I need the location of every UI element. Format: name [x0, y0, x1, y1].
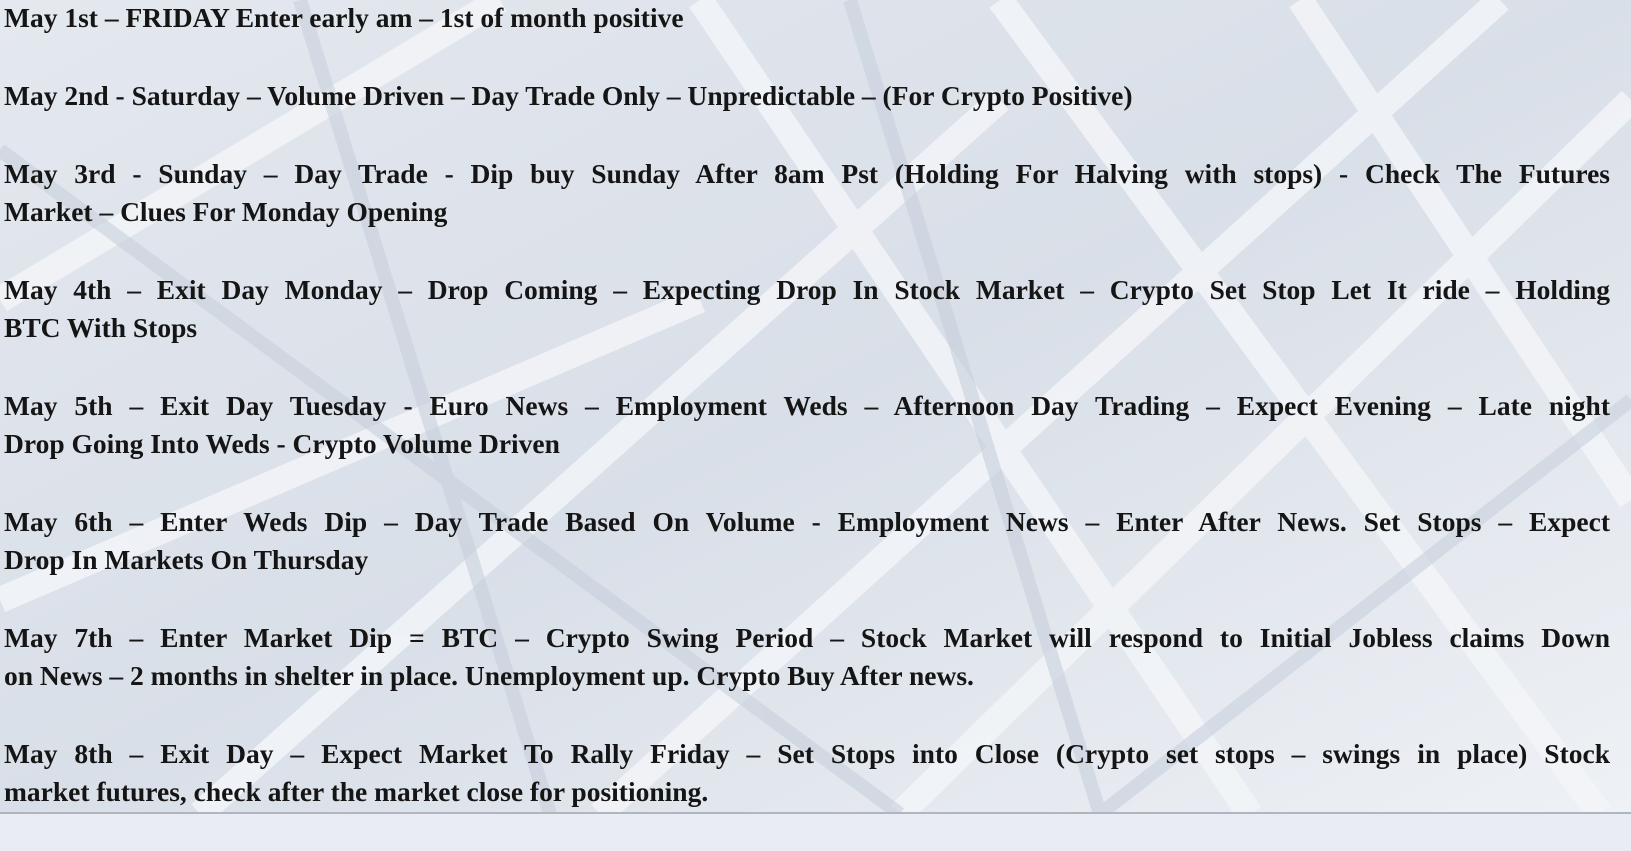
entry-line: May 3rd - Sunday – Day Trade - Dip buy S…	[4, 158, 1610, 189]
schedule-entry: May 6th – Enter Weds Dip – Day Trade Bas…	[4, 503, 1610, 579]
entry-line: May 4th – Exit Day Monday – Drop Coming …	[4, 274, 1610, 305]
entry-line: Drop Going Into Weds - Crypto Volume Dri…	[4, 428, 560, 459]
document: May 1st – FRIDAY Enter early am – 1st of…	[4, 0, 1610, 851]
entry-line: May 5th – Exit Day Tuesday - Euro News –…	[4, 390, 1610, 421]
entry-line: Drop In Markets On Thursday	[4, 544, 369, 575]
schedule-entry: May 8th – Exit Day – Expect Market To Ra…	[4, 735, 1610, 811]
schedule-entry: May 7th – Enter Market Dip = BTC – Crypt…	[4, 619, 1610, 695]
entry-line: May 1st – FRIDAY Enter early am – 1st of…	[4, 2, 684, 33]
entry-line: Market – Clues For Monday Opening	[4, 196, 448, 227]
schedule-entry: May 5th – Exit Day Tuesday - Euro News –…	[4, 387, 1610, 463]
entry-line: May 6th – Enter Weds Dip – Day Trade Bas…	[4, 506, 1610, 537]
page: {"entries": [ ["May 1st – FRIDAY Enter e…	[0, 0, 1631, 814]
entry-line: BTC With Stops	[4, 312, 198, 343]
schedule-entry: May 2nd - Saturday – Volume Driven – Day…	[4, 77, 1610, 115]
entry-line: market futures, check after the market c…	[4, 776, 709, 807]
entry-line: May 8th – Exit Day – Expect Market To Ra…	[4, 738, 1610, 769]
entry-line: May 7th – Enter Market Dip = BTC – Crypt…	[4, 622, 1610, 653]
schedule-entry: May 3rd - Sunday – Day Trade - Dip buy S…	[4, 155, 1610, 231]
schedule-entry: May 4th – Exit Day Monday – Drop Coming …	[4, 271, 1610, 347]
background	[0, 0, 1631, 814]
entry-line: May 2nd - Saturday – Volume Driven – Day…	[4, 80, 1133, 111]
schedule-entry: May 1st – FRIDAY Enter early am – 1st of…	[4, 0, 1610, 37]
entry-line: on News – 2 months in shelter in place. …	[4, 660, 974, 691]
